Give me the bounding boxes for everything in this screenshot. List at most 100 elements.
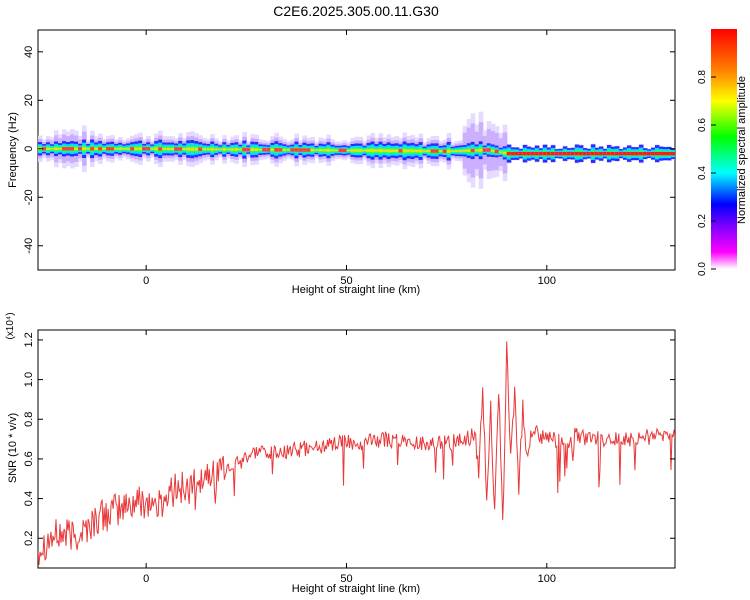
spectrogram-peak-cell bbox=[142, 147, 147, 151]
spectrogram-peak-cell bbox=[198, 147, 203, 151]
spectrogram-peak-cell bbox=[470, 148, 476, 153]
spectrogram-cell bbox=[258, 148, 263, 151]
spectrogram-peak-cell bbox=[538, 151, 544, 156]
spectrogram-cell bbox=[358, 149, 364, 152]
spectrogram-cell bbox=[150, 148, 155, 150]
spectrogram-peak-cell bbox=[298, 148, 304, 152]
spectrogram-cell bbox=[46, 147, 51, 150]
spectrogram-cell bbox=[230, 148, 235, 151]
spectrogram-y-tick-label: 0 bbox=[23, 146, 35, 152]
spectrogram-cell bbox=[474, 149, 480, 152]
spectrogram-cell bbox=[394, 149, 400, 153]
spectrogram-cell bbox=[58, 147, 63, 150]
spectrogram-y-tick-label: 40 bbox=[23, 46, 35, 58]
spectrogram-cell bbox=[350, 149, 356, 152]
spectrogram-cell bbox=[366, 149, 372, 152]
spectrogram-cell bbox=[402, 149, 408, 153]
spectrogram-peak-cell bbox=[566, 151, 572, 156]
spectrogram-peak-cell bbox=[558, 151, 564, 156]
spectrogram-cell bbox=[378, 149, 384, 153]
spectrogram-peak-cell bbox=[342, 148, 348, 153]
spectrogram-y-tick-label: -20 bbox=[23, 189, 35, 205]
spectrogram-cell bbox=[370, 148, 376, 153]
snr-y-tick-label: 0.2 bbox=[23, 531, 35, 546]
colorbar-tick-label: 0.0 bbox=[697, 262, 708, 276]
spectrogram-peak-cell bbox=[66, 147, 71, 151]
spectrogram-peak-cell bbox=[666, 151, 672, 156]
spectrogram-cell bbox=[418, 149, 424, 153]
spectrogram-peak-cell bbox=[98, 147, 103, 151]
colorbar-tick-label: 0.8 bbox=[697, 70, 708, 84]
spectrogram-peak-cell bbox=[486, 148, 492, 152]
spectrogram-peak-cell bbox=[602, 151, 608, 156]
spectrogram-y-tick-label: 20 bbox=[23, 94, 35, 106]
spectrogram-cell bbox=[118, 147, 123, 150]
spectrogram-peak-cell bbox=[586, 151, 592, 156]
spectrogram-cell bbox=[362, 149, 368, 152]
spectrogram-cell bbox=[114, 147, 119, 150]
spectrogram-x-tick-label: 100 bbox=[538, 275, 556, 287]
spectrogram-cell bbox=[462, 149, 468, 152]
figure-title: C2E6.2025.305.00.11.G30 bbox=[273, 3, 439, 19]
spectrogram-peak-cell bbox=[658, 151, 664, 156]
spectrogram-cell bbox=[502, 151, 508, 155]
spectrogram-peak-cell bbox=[606, 151, 612, 156]
spectrogram-cell bbox=[134, 147, 139, 151]
spectrogram-cell bbox=[226, 148, 231, 151]
spectrogram-peak-cell bbox=[582, 151, 588, 156]
spectrogram-peak-cell bbox=[178, 147, 183, 151]
snr-y-tick-label: 0.6 bbox=[23, 451, 35, 466]
spectrogram-cell bbox=[190, 147, 195, 151]
spectrogram-cell bbox=[206, 148, 211, 151]
snr-x-label: Height of straight line (km) bbox=[292, 583, 420, 595]
spectrogram-cell bbox=[406, 149, 412, 153]
spectrogram-peak-cell bbox=[78, 147, 83, 151]
spectrogram-cell bbox=[490, 149, 496, 152]
colorbar-tick-label: 0.2 bbox=[697, 214, 708, 228]
spectrogram-peak-cell bbox=[158, 147, 163, 151]
spectrogram-peak-cell bbox=[654, 151, 660, 156]
spectrogram-peak-cell bbox=[598, 151, 604, 156]
spectrogram-peak-cell bbox=[634, 151, 640, 156]
spectrogram-x-tick-label: 50 bbox=[340, 275, 352, 287]
spectrogram-cell bbox=[498, 151, 504, 153]
colorbar-gradient bbox=[711, 29, 737, 269]
spectrogram-cell bbox=[282, 148, 287, 151]
spectrogram-peak-cell bbox=[510, 151, 516, 156]
spectrogram-cell bbox=[54, 147, 59, 151]
spectrogram-cell bbox=[182, 148, 187, 151]
spectrogram-peak-cell bbox=[522, 151, 528, 156]
spectrogram-cell bbox=[194, 147, 199, 151]
snr-panel: 0 50 100 0.2 0.4 0.6 0.8 1.0 1.2 Height of stra… bbox=[5, 312, 676, 595]
spectrogram-cell bbox=[374, 149, 380, 152]
spectrogram-cell bbox=[74, 147, 79, 151]
spectrogram-cell bbox=[94, 147, 99, 150]
spectrogram-peak-cell bbox=[62, 147, 67, 151]
spectrogram-cell bbox=[458, 149, 464, 152]
snr-x-tick-label: 100 bbox=[538, 573, 556, 585]
spectrogram-cell bbox=[50, 147, 55, 150]
spectrogram-cell bbox=[322, 149, 328, 152]
spectrogram-peak-cell bbox=[338, 148, 344, 153]
colorbar: 0.0 0.2 0.4 0.6 0.8 Normalized spectral ampl… bbox=[697, 29, 748, 276]
spectrogram-cell bbox=[250, 148, 255, 152]
spectrogram-peak-cell bbox=[110, 147, 115, 151]
spectrogram-peak-cell bbox=[294, 148, 300, 152]
spectrogram-cell bbox=[186, 147, 191, 151]
spectrogram-cell bbox=[86, 147, 91, 150]
spectrogram-peak-cell bbox=[578, 151, 584, 156]
spectrogram-cell bbox=[170, 147, 175, 151]
spectrogram-cell bbox=[386, 149, 392, 153]
spectrogram-y-ticks: -40 -20 0 20 40 bbox=[23, 46, 675, 254]
spectrogram-cell bbox=[126, 147, 131, 150]
spectrogram-peak-cell bbox=[494, 149, 500, 154]
spectrogram-cell bbox=[422, 150, 428, 152]
spectrogram-cell bbox=[270, 148, 275, 152]
spectrogram-x-tick-label: 0 bbox=[143, 275, 149, 287]
spectrogram-cell bbox=[222, 148, 227, 151]
colorbar-label: Normalized spectral amplitude bbox=[736, 76, 748, 224]
spectrogram-peak-cell bbox=[434, 149, 440, 153]
spectrogram-cell bbox=[82, 147, 87, 151]
spectrogram-cell bbox=[102, 147, 107, 150]
spectrogram-peak-cell bbox=[662, 151, 668, 156]
